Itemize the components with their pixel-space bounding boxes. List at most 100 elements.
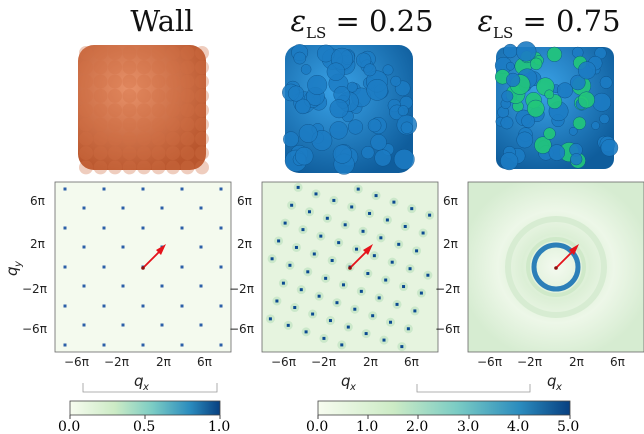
wall-bump: [93, 60, 108, 75]
wall-bump: [122, 160, 137, 175]
bragg-peak: [199, 284, 203, 288]
bragg-peak: [275, 299, 279, 303]
arrow-panel2: [348, 244, 373, 270]
bragg-peak: [410, 207, 414, 211]
y-tick: 6π: [237, 194, 252, 208]
ls-bump: [546, 46, 563, 62]
ls-bump: [570, 153, 583, 166]
x-tick: −6π: [64, 355, 89, 369]
colorbar-2-tick: 3.0: [457, 419, 479, 434]
wall-bump: [151, 88, 166, 103]
ls-bump: [570, 74, 586, 91]
bragg-peak: [180, 187, 184, 191]
bragg-peak: [141, 343, 145, 347]
ls-bump: [293, 51, 307, 65]
bragg-peak: [312, 252, 316, 256]
bragg-peak: [290, 203, 294, 207]
bragg-peak: [199, 245, 203, 249]
wall-bump: [195, 117, 209, 132]
bragg-peak: [63, 343, 67, 347]
bragg-peak: [82, 284, 86, 288]
ls-bump: [534, 136, 552, 154]
bragg-peak: [340, 343, 344, 347]
wall-bump: [180, 46, 195, 60]
ring-peak: [531, 242, 581, 292]
ls-bump: [347, 119, 364, 135]
wall-bump: [166, 160, 180, 175]
bragg-peak: [328, 319, 332, 323]
wall-bump: [180, 146, 195, 161]
wall-bump: [79, 146, 93, 161]
ls-bump: [393, 148, 415, 170]
ls-bump: [572, 116, 587, 130]
x-axis-label: q: [341, 372, 351, 390]
title-wall: Wall: [57, 4, 267, 38]
y-axis-panel1: 6π 2π −2π −6π q y: [3, 194, 47, 336]
bragg-peak: [413, 309, 417, 313]
ls-bump: [577, 61, 597, 80]
wall-bump: [122, 146, 137, 161]
bragg-peak: [403, 224, 407, 228]
ls-bump: [400, 121, 414, 134]
ls-bump: [332, 144, 352, 164]
x-axis-panel2: −6π −2π 2π 6π q x: [271, 355, 419, 393]
bragg-peak: [219, 265, 223, 269]
bragg-peak: [374, 194, 378, 198]
bragg-peak: [385, 218, 389, 222]
eps-symbol: ε: [477, 4, 493, 38]
wall-bump: [122, 74, 137, 89]
ls-bump: [370, 134, 387, 151]
wall-bump: [180, 74, 195, 89]
ls-bump: [367, 118, 382, 133]
ls-bump: [288, 85, 305, 102]
wall-bump: [122, 60, 137, 75]
ls-bump: [374, 149, 392, 167]
bragg-peak: [384, 278, 388, 282]
bragg-peak: [293, 306, 297, 310]
bragg-peak: [180, 226, 184, 230]
eps-symbol: ε: [290, 4, 306, 38]
x-axis-sub: x: [349, 382, 356, 393]
wall-bump: [108, 146, 122, 161]
bragg-peak: [390, 260, 394, 264]
ls-bump: [361, 145, 375, 160]
bragg-peak: [102, 343, 106, 347]
y-axis-sub: y: [13, 260, 24, 268]
bragg-peak: [306, 270, 310, 274]
bragg-peak: [299, 288, 303, 292]
bragg-peak: [314, 192, 318, 196]
colorbar-2-tick: 4.0: [507, 419, 529, 434]
wall-bump: [195, 146, 209, 161]
bragg-peak: [82, 323, 86, 327]
ls-bump: [556, 82, 573, 99]
bragg-peak: [281, 281, 285, 285]
bragg-peak: [371, 314, 375, 318]
wall-bump: [195, 160, 209, 175]
bragg-peak: [63, 304, 67, 308]
y-tick: 6π: [30, 194, 45, 208]
bragg-peak: [317, 294, 321, 298]
wall-bump: [151, 74, 166, 89]
colorbar-1-tick: 1.0: [208, 419, 230, 434]
bragg-peak: [268, 317, 272, 321]
ls-bump: [500, 152, 519, 171]
bragg-peak: [219, 226, 223, 230]
colorbar-2-tick: 5.0: [557, 419, 579, 434]
wall-bump: [108, 46, 122, 60]
wall-bump: [137, 117, 151, 132]
y-tick: −2π: [435, 282, 460, 296]
ls-bump: [295, 98, 311, 115]
x-axis-label: q: [547, 372, 557, 390]
wall-bump: [180, 60, 195, 75]
wall-bump: [93, 103, 108, 118]
wall-bump: [180, 160, 195, 175]
ls-bump: [548, 144, 566, 161]
wall-bump: [93, 88, 108, 103]
bragg-peak: [364, 332, 368, 336]
wall-bump: [122, 103, 137, 118]
bragg-peak: [359, 289, 363, 293]
bragg-peak: [294, 245, 298, 249]
bragg-peak: [199, 206, 203, 210]
colorbar-1-tick: 0.5: [133, 419, 155, 434]
x-tick: 2π: [569, 355, 584, 369]
